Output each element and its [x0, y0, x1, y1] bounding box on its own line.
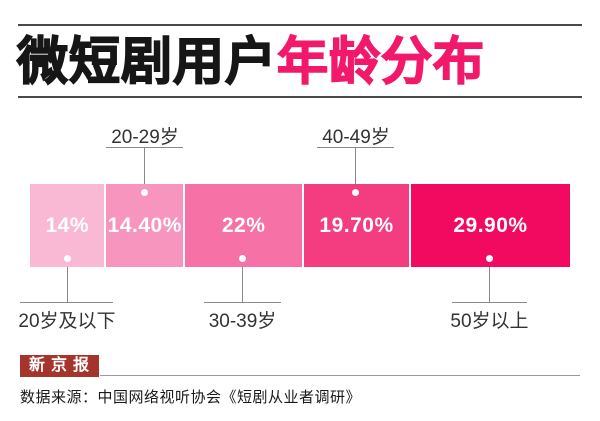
- segment-value-label: 14.40%: [107, 213, 182, 237]
- stacked-bar: 14% 14.40% 22% 19.70% 29.90%: [30, 184, 570, 267]
- callout-connector-line: [355, 148, 356, 192]
- segment-value-label: 14%: [45, 213, 89, 237]
- category-label-over50: 50岁以上: [450, 311, 529, 332]
- bar-segment-30-39: 22%: [185, 184, 303, 267]
- brand-logo-badge: 新京报: [20, 355, 100, 377]
- category-label-under20: 20岁及以下: [18, 311, 116, 332]
- connector-dot: [141, 189, 148, 196]
- bar-segment-over50: 29.90%: [410, 184, 570, 267]
- callout-underline: [452, 302, 527, 303]
- category-label-30-39: 30-39岁: [208, 311, 277, 332]
- connector-dot: [486, 255, 493, 262]
- callout-connector-line: [144, 148, 145, 192]
- title-black-part: 微短剧用户: [16, 32, 278, 91]
- segment-value-label: 19.70%: [319, 213, 394, 237]
- bar-segment-under20: 14%: [30, 184, 105, 267]
- category-label-40-49: 40-49岁: [322, 127, 390, 148]
- title-accent-part: 年龄分布: [276, 32, 486, 91]
- callout-connector-line: [242, 267, 243, 303]
- callout-underline: [20, 302, 113, 303]
- page-title: 微短剧用户年龄分布: [16, 30, 486, 94]
- footer-divider-line: [100, 375, 580, 376]
- callout-underline: [106, 147, 183, 148]
- category-label-20-29: 20-29岁: [111, 127, 179, 148]
- callout-underline: [317, 147, 394, 148]
- segment-value-label: 22%: [221, 213, 266, 237]
- connector-dot: [239, 255, 246, 262]
- header-bottom-rule: [18, 96, 582, 98]
- callout-underline: [204, 302, 281, 303]
- bar-segment-40-49: 19.70%: [304, 184, 409, 267]
- connector-dot: [352, 189, 359, 196]
- callout-connector-line: [489, 267, 490, 303]
- connector-dot: [64, 255, 71, 262]
- data-source-text: 数据来源：中国网络视听协会《短剧从业者调研》: [20, 389, 362, 406]
- callout-connector-line: [67, 267, 68, 303]
- bar-segment-20-29: 14.40%: [106, 184, 184, 267]
- header-top-rule: [18, 24, 582, 26]
- segment-value-label: 29.90%: [453, 213, 528, 237]
